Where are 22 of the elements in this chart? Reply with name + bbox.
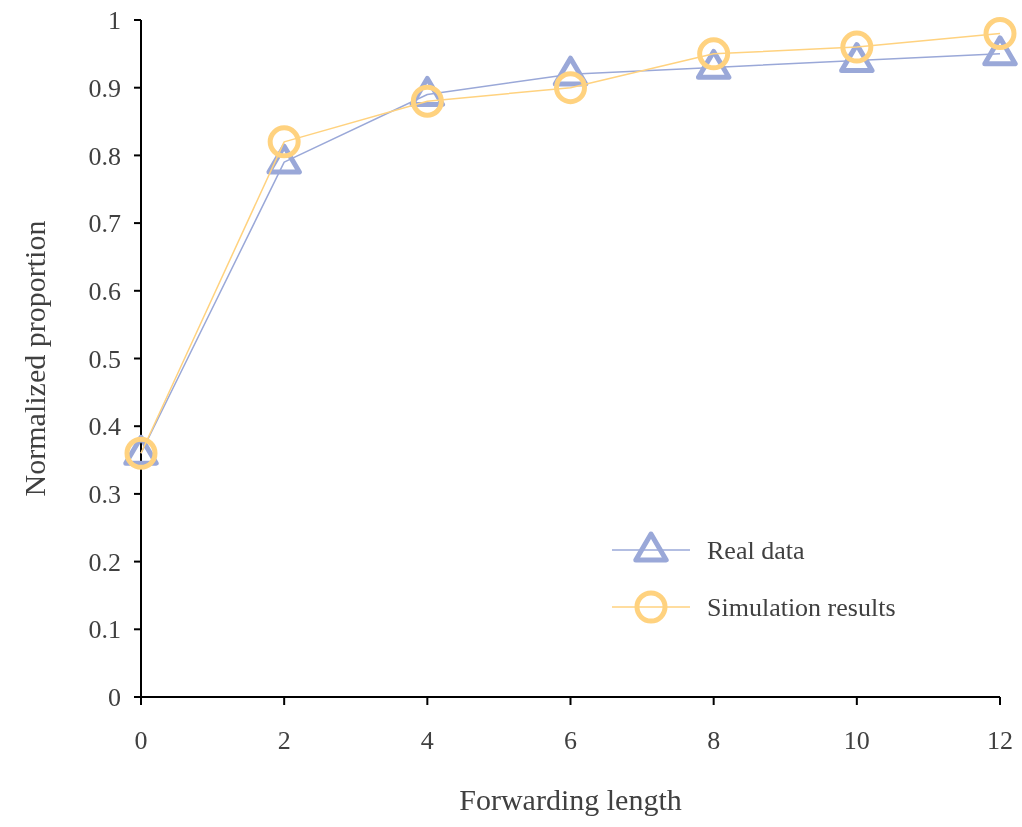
legend-label: Real data	[707, 536, 805, 566]
x-axis-title: Forwarding length	[459, 783, 682, 816]
y-axis-title: Normalized proportion	[18, 220, 51, 497]
y-tick-label: 0.6	[88, 276, 121, 306]
y-tick-label: 1	[108, 6, 121, 36]
y-tick-label: 0.2	[88, 547, 121, 577]
y-tick-label: 0.7	[88, 209, 121, 239]
y-tick-label: 0	[108, 683, 121, 713]
x-tick-label: 0	[134, 726, 148, 755]
x-tick-label: 4	[420, 726, 434, 755]
x-tick-label: 12	[987, 726, 1013, 755]
x-tick-label: 6	[564, 726, 577, 755]
x-tick-label: 2	[277, 726, 291, 755]
legend-label: Simulation results	[707, 593, 896, 623]
y-tick-label: 0.8	[88, 141, 121, 171]
y-tick-label: 0.4	[88, 412, 121, 442]
x-tick-label: 8	[707, 726, 721, 755]
x-tick-label: 10	[843, 726, 870, 755]
y-tick-label: 0.9	[88, 73, 121, 103]
y-tick-label: 0.5	[88, 344, 121, 374]
y-tick-label: 0.3	[88, 480, 121, 509]
y-tick-label: 0.1	[88, 615, 121, 645]
